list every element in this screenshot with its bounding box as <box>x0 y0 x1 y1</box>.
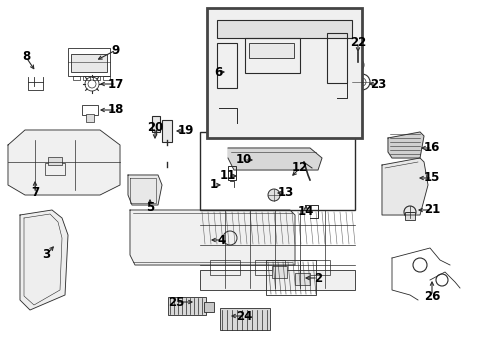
Text: 26: 26 <box>423 289 439 302</box>
Text: 15: 15 <box>423 171 439 184</box>
Circle shape <box>267 189 280 201</box>
Text: 5: 5 <box>145 202 154 215</box>
Bar <box>203 302 214 312</box>
Text: 3: 3 <box>42 248 50 261</box>
Bar <box>71 54 107 72</box>
Bar <box>248 43 293 58</box>
Text: 17: 17 <box>108 77 124 90</box>
Text: 11: 11 <box>220 170 236 183</box>
Polygon shape <box>227 148 321 170</box>
Bar <box>93 76 100 80</box>
Bar <box>265 260 315 295</box>
Bar <box>244 38 299 73</box>
Polygon shape <box>20 210 68 310</box>
Bar <box>227 166 236 180</box>
Bar <box>299 260 329 275</box>
Text: 6: 6 <box>213 66 222 78</box>
Bar <box>103 76 110 80</box>
Bar <box>217 43 237 88</box>
Polygon shape <box>387 132 423 158</box>
Text: 20: 20 <box>146 121 163 135</box>
Text: 19: 19 <box>178 125 194 138</box>
Text: 2: 2 <box>313 271 322 284</box>
Text: 4: 4 <box>218 234 225 247</box>
Bar <box>209 260 240 275</box>
Text: 16: 16 <box>423 141 439 154</box>
Text: 14: 14 <box>297 206 314 219</box>
Text: 13: 13 <box>277 186 293 199</box>
Bar <box>45 163 65 175</box>
Bar <box>404 212 414 220</box>
Text: 21: 21 <box>423 203 439 216</box>
Bar <box>271 266 286 278</box>
Bar <box>217 20 351 38</box>
Polygon shape <box>130 210 294 265</box>
Text: 18: 18 <box>107 104 124 117</box>
Text: 12: 12 <box>291 162 307 175</box>
Bar <box>73 76 80 80</box>
Polygon shape <box>8 130 120 195</box>
Text: 25: 25 <box>167 296 184 309</box>
Text: 24: 24 <box>235 310 252 323</box>
Bar <box>152 116 160 132</box>
Polygon shape <box>128 175 162 205</box>
Bar <box>294 273 309 285</box>
Text: 9: 9 <box>112 44 120 57</box>
Text: 23: 23 <box>369 77 386 90</box>
Bar <box>200 270 354 290</box>
Bar <box>86 114 94 122</box>
Bar <box>200 132 354 210</box>
Text: 22: 22 <box>349 36 366 49</box>
Text: 1: 1 <box>209 179 218 192</box>
Bar <box>162 120 172 142</box>
Bar <box>68 48 110 76</box>
Text: 7: 7 <box>31 186 39 199</box>
Bar <box>206 8 361 138</box>
Polygon shape <box>381 158 427 215</box>
Bar <box>48 157 62 165</box>
Text: 8: 8 <box>22 50 30 63</box>
Bar <box>220 308 269 330</box>
Bar <box>254 260 285 275</box>
Bar <box>326 33 346 83</box>
Text: 10: 10 <box>235 153 252 166</box>
Bar <box>168 297 205 315</box>
Bar <box>82 105 98 115</box>
Bar <box>83 76 90 80</box>
